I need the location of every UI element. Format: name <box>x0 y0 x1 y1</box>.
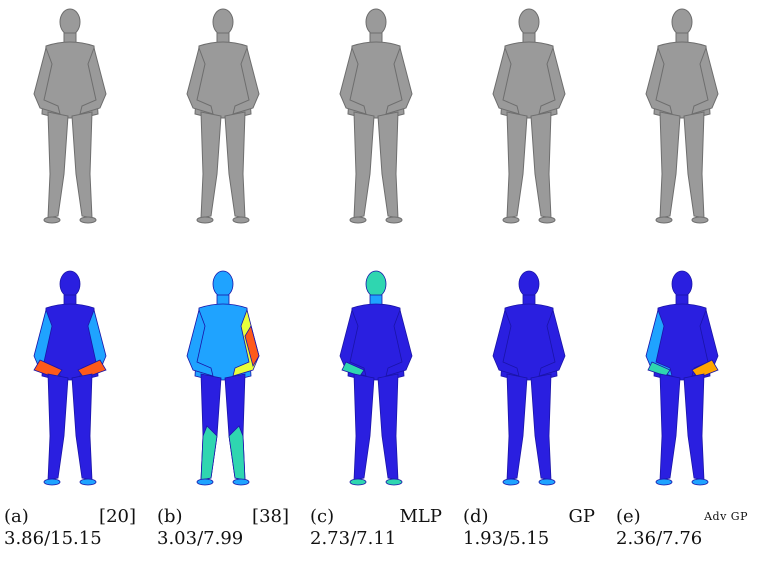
panel-errors: 2.73/7.11 <box>310 528 397 549</box>
panel-caption: (c) MLP 2.73/7.11 <box>310 506 442 550</box>
panel-caption: (d) GP 1.93/5.15 <box>463 506 595 550</box>
panel-label: (a) <box>4 506 29 527</box>
panel-caption: (e) Adv GP 2.36/7.76 <box>616 506 748 550</box>
gray-mesh-figure <box>33 8 107 224</box>
panel-errors: 3.03/7.99 <box>157 528 244 549</box>
error-heatmap-figure <box>33 270 107 486</box>
panel-method: Adv GP <box>704 510 748 523</box>
panel-caption: (b) [38] 3.03/7.99 <box>157 506 289 550</box>
error-heatmap-figure <box>339 270 413 486</box>
panel-e: (e) Adv GP 2.36/7.76 <box>612 0 752 561</box>
panel-label: (c) <box>310 506 335 527</box>
gray-mesh-figure <box>645 8 719 224</box>
error-heatmap-figure <box>492 270 566 486</box>
error-heatmap-figure <box>645 270 719 486</box>
panel-method: [38] <box>252 506 289 527</box>
gray-mesh-figure <box>186 8 260 224</box>
panel-b: (b) [38] 3.03/7.99 <box>153 0 293 561</box>
panel-errors: 3.86/15.15 <box>4 528 102 549</box>
panel-label: (d) <box>463 506 489 527</box>
gray-mesh-figure <box>492 8 566 224</box>
panel-d: (d) GP 1.93/5.15 <box>459 0 599 561</box>
panel-c: (c) MLP 2.73/7.11 <box>306 0 446 561</box>
panel-label: (e) <box>616 506 641 527</box>
error-heatmap-figure <box>186 270 260 486</box>
panel-errors: 2.36/7.76 <box>616 528 703 549</box>
panel-method: MLP <box>399 506 443 527</box>
panel-errors: 1.93/5.15 <box>463 528 550 549</box>
panel-caption: (a) [20] 3.86/15.15 <box>4 506 136 550</box>
panel-method: [20] <box>99 506 136 527</box>
panel-method: GP <box>568 506 596 527</box>
gray-mesh-figure <box>339 8 413 224</box>
panel-a: (a) [20] 3.86/15.15 <box>0 0 140 561</box>
panel-label: (b) <box>157 506 183 527</box>
